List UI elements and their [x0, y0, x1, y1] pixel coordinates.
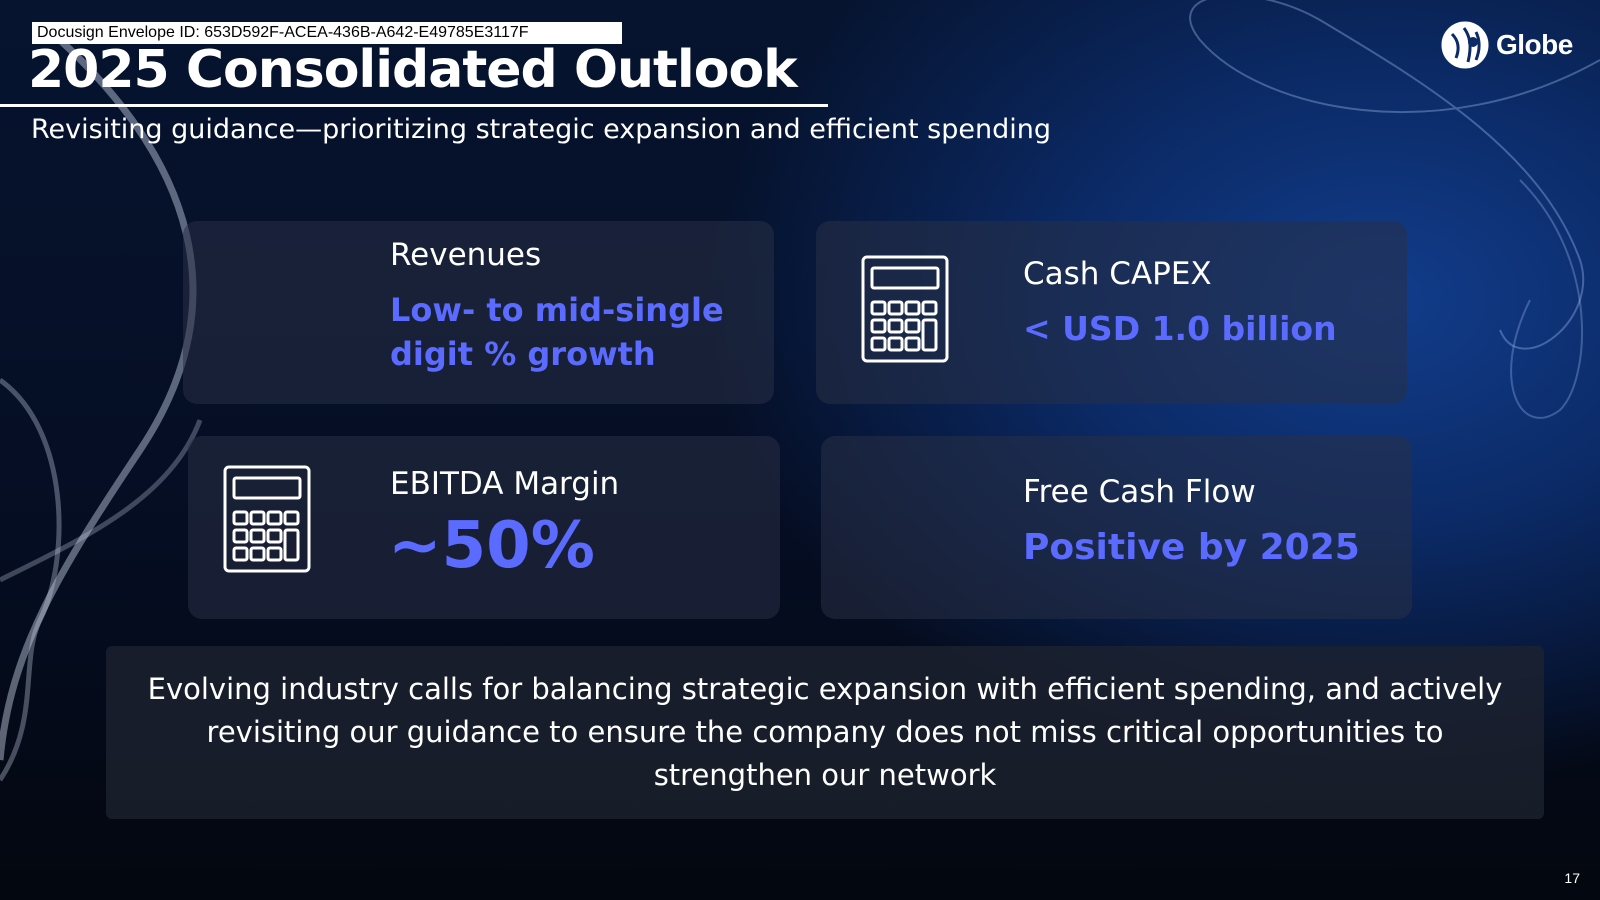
free-cash-flow-card: Free Cash Flow Positive by 2025 — [821, 436, 1412, 619]
globe-logo-icon — [1440, 20, 1490, 70]
brand-logo: Globe — [1440, 20, 1573, 70]
outlook-note-text: Evolving industry calls for balancing st… — [147, 672, 1503, 792]
revenues-value: Low- to mid-single digit % growth — [390, 291, 724, 373]
ebitda-margin-label: EBITDA Margin — [390, 466, 620, 502]
free-cash-flow-label: Free Cash Flow — [1023, 474, 1256, 510]
free-cash-flow-value: Positive by 2025 — [1023, 527, 1360, 568]
brand-name: Globe — [1496, 29, 1573, 60]
calculator-icon — [223, 465, 311, 573]
outlook-note: Evolving industry calls for balancing st… — [106, 646, 1544, 819]
envelope-id-banner: Docusign Envelope ID: 653D592F-ACEA-436B… — [32, 22, 622, 44]
title-underline — [0, 104, 828, 107]
cash-capex-card: Cash CAPEX < USD 1.0 billion — [816, 221, 1407, 404]
page-title: 2025 Consolidated Outlook — [28, 40, 798, 100]
cash-capex-label: Cash CAPEX — [1023, 256, 1212, 292]
ebitda-margin-card: EBITDA Margin ~50% — [188, 436, 780, 619]
cash-capex-value: < USD 1.0 billion — [1023, 309, 1337, 348]
calculator-icon — [861, 255, 949, 363]
revenues-card: Revenues Low- to mid-single digit % grow… — [183, 221, 774, 404]
page-number: 17 — [1564, 870, 1580, 886]
page-subtitle: Revisiting guidance—prioritizing strateg… — [31, 114, 1052, 145]
revenues-label: Revenues — [390, 237, 542, 273]
ebitda-margin-value: ~50% — [388, 509, 595, 583]
